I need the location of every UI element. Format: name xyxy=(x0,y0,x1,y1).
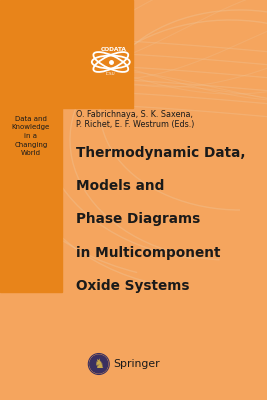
Text: Springer: Springer xyxy=(113,359,159,369)
Text: P. Richet, E. F. Westrum (Eds.): P. Richet, E. F. Westrum (Eds.) xyxy=(76,120,194,129)
Text: Phase Diagrams: Phase Diagrams xyxy=(76,212,200,226)
Text: Oxide Systems: Oxide Systems xyxy=(76,279,190,293)
Bar xyxy=(0,108,62,292)
Text: CODATA: CODATA xyxy=(101,47,127,52)
Text: Thermodynamic Data,: Thermodynamic Data, xyxy=(76,146,246,160)
Text: Data and
Knowledge
in a
Changing
World: Data and Knowledge in a Changing World xyxy=(12,116,50,156)
Text: ♞: ♞ xyxy=(93,358,104,370)
Text: ICSU: ICSU xyxy=(106,72,116,76)
Circle shape xyxy=(90,355,108,373)
Text: O. Fabrichnaya, S. K. Saxena,: O. Fabrichnaya, S. K. Saxena, xyxy=(76,110,193,119)
Text: in Multicomponent: in Multicomponent xyxy=(76,246,221,260)
Text: Models and: Models and xyxy=(76,179,164,193)
Bar xyxy=(0,0,133,108)
